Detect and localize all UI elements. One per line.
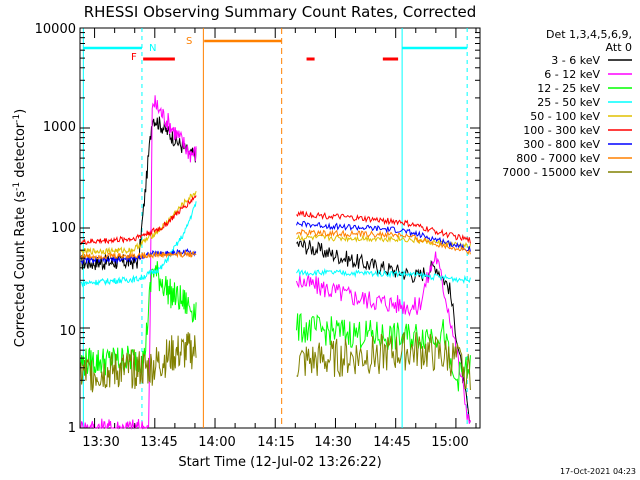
- series-line: [296, 228, 471, 256]
- series-line: [80, 201, 197, 288]
- x-axis-label: Start Time (12-Jul-02 13:26:22): [178, 455, 381, 470]
- y-tick-label: 1: [68, 421, 76, 436]
- series-line: [296, 234, 471, 251]
- legend-swatches: [608, 59, 632, 173]
- timestamp: 17-Oct-2021 04:23: [560, 467, 636, 476]
- legend-header: Att 0: [606, 41, 632, 54]
- legend-header: Det 1,3,4,5,6,9,: [546, 28, 632, 41]
- x-tick-label: 14:15: [257, 435, 294, 450]
- series-line: [296, 267, 471, 285]
- series-line: [296, 312, 471, 392]
- series-line: [80, 332, 197, 393]
- series-line: [296, 251, 471, 424]
- legend-entry-label: 100 - 300 keV: [523, 124, 600, 137]
- series-line: [296, 332, 471, 391]
- flag-label-s: S: [186, 36, 192, 47]
- series-layer: [80, 95, 471, 430]
- chart-title: RHESSI Observing Summary Count Rates, Co…: [84, 3, 477, 21]
- x-tick-label: 13:30: [82, 435, 119, 450]
- tick-layer: [80, 27, 480, 429]
- flag-label-n: N: [149, 43, 156, 54]
- x-tick-label: 14:00: [198, 435, 235, 450]
- y-tick-label: 100: [51, 221, 76, 236]
- y-tick-label: 1000: [43, 120, 76, 135]
- series-line: [80, 116, 197, 271]
- x-tick-label: 14:45: [373, 435, 410, 450]
- legend-entry-label: 12 - 25 keV: [537, 82, 600, 95]
- y-tick-label: 10: [59, 324, 76, 339]
- x-tick-label: 13:45: [140, 435, 177, 450]
- y-tick-label: 10000: [35, 22, 76, 37]
- legend-entry-label: 800 - 7000 keV: [516, 152, 600, 165]
- flag-label-f: F: [131, 52, 137, 63]
- legend-entry-label: 25 - 50 keV: [537, 96, 600, 109]
- legend-entry-label: 6 - 12 keV: [544, 68, 600, 81]
- series-line: [296, 210, 471, 244]
- x-tick-label: 14:30: [314, 435, 351, 450]
- series-line: [80, 190, 197, 256]
- y-axis-label: Corrected Count Rate (s-1 detector-1): [12, 109, 28, 347]
- series-line: [80, 95, 197, 430]
- legend-entry-label: 7000 - 15000 keV: [502, 166, 600, 179]
- legend: Det 1,3,4,5,6,9, Att 0 3 - 6 keV 6 - 12 …: [502, 28, 632, 179]
- legend-entry-label: 300 - 800 keV: [523, 138, 600, 151]
- series-line: [80, 195, 197, 246]
- legend-entry-label: 50 - 100 keV: [530, 110, 600, 123]
- series-line: [80, 249, 197, 261]
- x-tick-label: 15:00: [431, 435, 468, 450]
- legend-entry-label: 3 - 6 keV: [551, 54, 600, 67]
